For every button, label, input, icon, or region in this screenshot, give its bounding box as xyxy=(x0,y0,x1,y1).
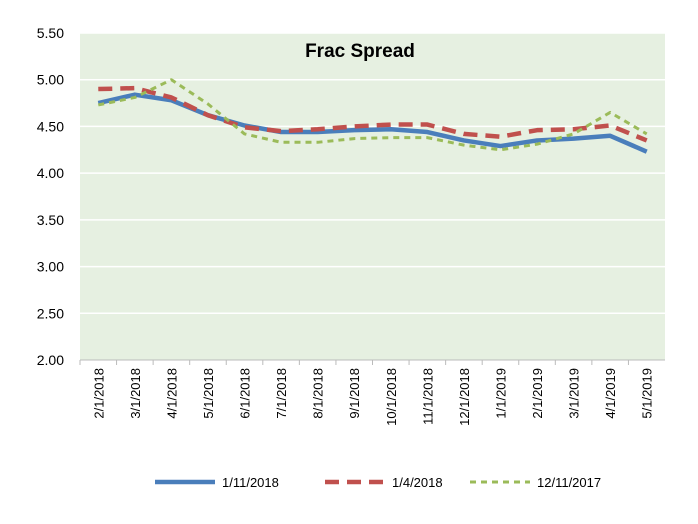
legend-label: 1/11/2018 xyxy=(222,475,279,490)
legend-label: 12/11/2017 xyxy=(537,475,601,490)
x-tick-label: 3/1/2019 xyxy=(567,368,582,419)
y-tick-label: 5.00 xyxy=(37,72,64,88)
y-tick-label: 3.50 xyxy=(37,212,64,228)
x-tick-label: 12/1/2018 xyxy=(457,368,472,426)
x-tick-label: 8/1/2018 xyxy=(311,368,326,419)
x-tick-label: 4/1/2019 xyxy=(603,368,618,419)
chart-title: Frac Spread xyxy=(305,41,415,62)
legend-label: 1/4/2018 xyxy=(392,475,443,490)
series-line-2 xyxy=(97,78,648,152)
x-tick-label: 5/1/2018 xyxy=(201,368,216,419)
x-tick-label: 3/1/2018 xyxy=(128,368,143,419)
x-tick-label: 1/1/2019 xyxy=(493,368,508,419)
y-tick-label: 2.00 xyxy=(37,352,64,368)
x-tick-label: 4/1/2018 xyxy=(164,368,179,419)
y-tick-label: 5.50 xyxy=(37,25,64,41)
x-tick-label: 10/1/2018 xyxy=(384,368,399,426)
y-tick-label: 3.00 xyxy=(37,259,64,275)
x-tick-label: 7/1/2018 xyxy=(274,368,289,419)
x-tick-label: 2/1/2018 xyxy=(91,368,106,419)
x-tick-label: 2/1/2019 xyxy=(530,368,545,419)
x-tick-label: 9/1/2018 xyxy=(347,368,362,419)
y-tick-label: 2.50 xyxy=(37,305,64,321)
y-tick-label: 4.50 xyxy=(37,118,64,134)
series-line-1 xyxy=(98,85,648,143)
x-tick-label: 5/1/2019 xyxy=(640,368,655,419)
x-tick-label: 11/1/2018 xyxy=(420,368,435,425)
plot-area xyxy=(80,33,665,360)
x-tick-label: 6/1/2018 xyxy=(238,368,253,419)
y-tick-label: 4.00 xyxy=(37,165,64,181)
